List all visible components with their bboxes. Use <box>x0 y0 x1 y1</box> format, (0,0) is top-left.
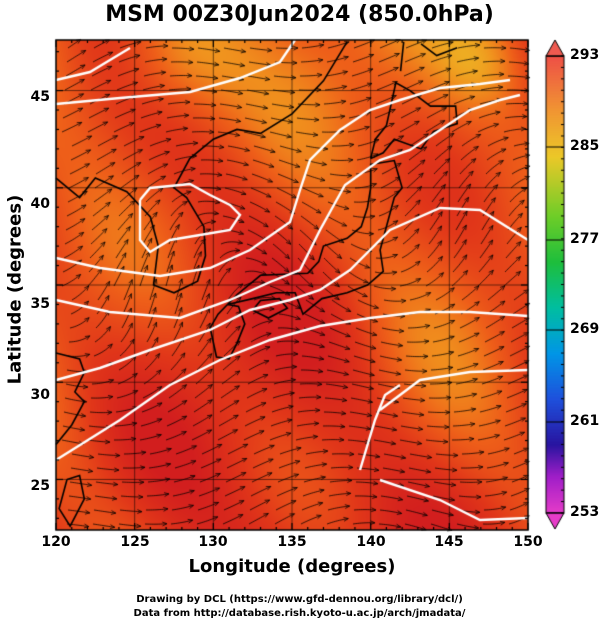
credit-line-2: Data from http://database.rish.kyoto-u.a… <box>133 608 466 619</box>
x-tick: 145 <box>434 534 464 550</box>
x-tick: 125 <box>120 534 150 550</box>
x-tick: 140 <box>356 534 386 550</box>
page-title: MSM 00Z30Jun2024 (850.0hPa) <box>105 2 494 27</box>
y-tick: 30 <box>30 387 50 403</box>
colorbar-tick: 285 <box>570 138 599 154</box>
x-tick: 150 <box>513 534 543 550</box>
credit-line-1: Drawing by DCL (https://www.gfd-dennou.o… <box>136 594 463 605</box>
x-tick: 130 <box>198 534 228 550</box>
y-tick: 40 <box>30 196 50 212</box>
colorbar-tick: 277 <box>570 231 599 247</box>
y-tick: 35 <box>30 296 50 312</box>
colorbar-tick: 269 <box>570 321 599 337</box>
colorbar-tick: 293 <box>570 47 599 63</box>
y-tick: 25 <box>30 478 50 494</box>
x-axis-label: Longitude (degrees) <box>188 556 396 577</box>
colorbar-tick: 253 <box>570 504 599 520</box>
x-tick: 135 <box>277 534 307 550</box>
y-tick: 45 <box>30 89 50 105</box>
colorbar-tick: 261 <box>570 413 599 429</box>
x-tick: 120 <box>41 534 71 550</box>
y-axis-label: Latitude (degrees) <box>4 194 26 385</box>
